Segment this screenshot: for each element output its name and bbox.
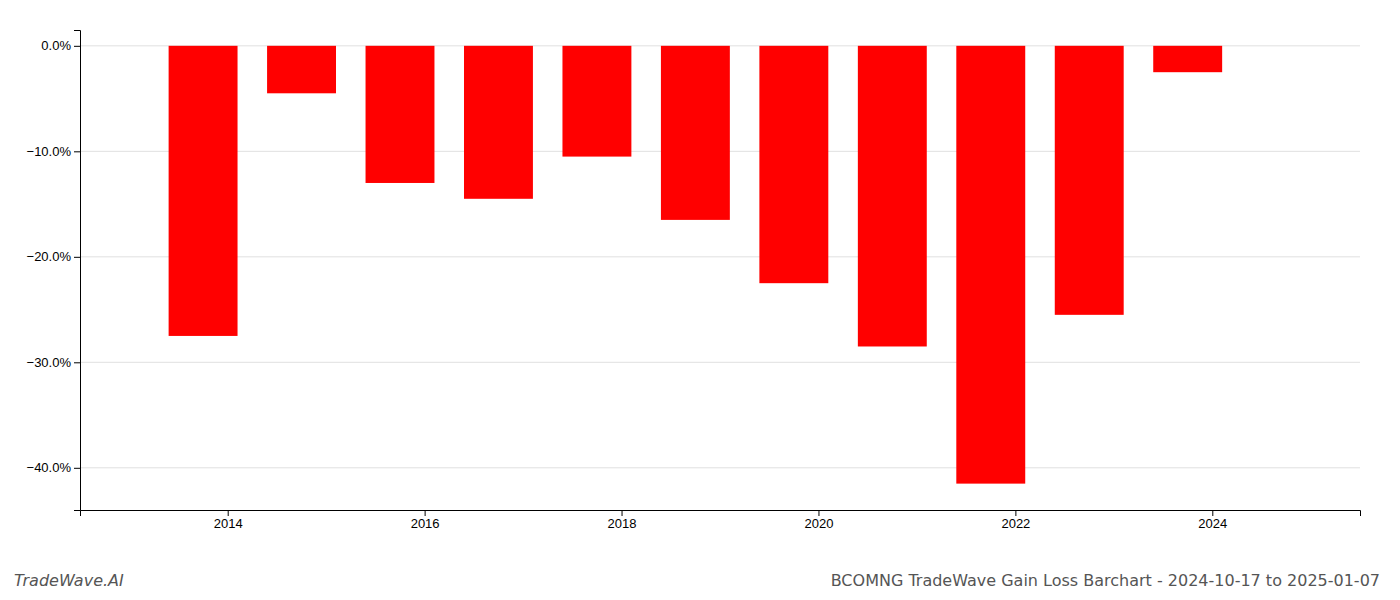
grid-line	[80, 256, 1360, 257]
bar	[464, 46, 533, 199]
x-tick-mark	[425, 510, 426, 516]
bar	[1055, 46, 1124, 315]
y-tick-label: −10.0%	[27, 144, 72, 159]
x-axis: 2014 2016 2018 2020 2022 2024	[81, 510, 1361, 531]
x-tick: 2020	[805, 510, 834, 531]
x-tick-label: 2022	[1001, 516, 1030, 531]
bar	[661, 46, 730, 220]
y-tick: −20.0%	[27, 249, 80, 264]
x-tick-mark	[228, 510, 229, 516]
y-tick: −10.0%	[27, 144, 80, 159]
y-tick-mark	[74, 46, 80, 47]
y-tick-mark	[74, 151, 80, 152]
watermark: TradeWave.AI	[14, 571, 124, 590]
bar	[169, 46, 238, 336]
bar	[366, 46, 435, 183]
y-tick-label: 0.0%	[41, 38, 71, 53]
bar	[858, 46, 927, 347]
chart: 2014 2016 2018 2020 2022 2024 0.0% −10.0% −20.0%…	[0, 0, 1400, 600]
x-tick-mark	[622, 510, 623, 516]
y-tick-label: −30.0%	[27, 355, 72, 370]
y-tick-mark	[74, 362, 80, 363]
x-tick-label: 2014	[214, 516, 243, 531]
bar	[759, 46, 828, 283]
y-axis-line	[74, 31, 81, 511]
y-tick-mark	[74, 257, 80, 258]
y-tick: 0.0%	[41, 38, 80, 53]
x-tick-mark	[818, 510, 819, 516]
x-tick: 2024	[1198, 510, 1227, 531]
x-axis-line	[81, 511, 1361, 517]
bar	[1153, 46, 1222, 72]
grid	[80, 46, 1360, 468]
y-tick-mark	[74, 468, 80, 469]
y-tick: −30.0%	[27, 355, 80, 370]
x-tick-mark	[1015, 510, 1016, 516]
x-tick: 2014	[214, 510, 243, 531]
bars	[169, 46, 1223, 484]
x-tick-label: 2024	[1198, 516, 1227, 531]
y-tick-label: −40.0%	[27, 460, 72, 475]
x-tick: 2016	[411, 510, 440, 531]
x-tick: 2022	[1001, 510, 1030, 531]
grid-line	[80, 467, 1360, 468]
x-tick: 2018	[608, 510, 637, 531]
x-tick-mark	[1212, 510, 1213, 516]
bar	[562, 46, 631, 157]
y-axis: 0.0% −10.0% −20.0% −30.0% −40.0%	[27, 31, 81, 511]
y-tick-label: −20.0%	[27, 249, 72, 264]
x-tick-label: 2020	[805, 516, 834, 531]
x-tick-label: 2018	[608, 516, 637, 531]
grid-line	[80, 362, 1360, 363]
plot: 2014 2016 2018 2020 2022 2024 0.0% −10.0% −20.0%…	[27, 31, 1361, 532]
bar	[267, 46, 336, 93]
title: BCOMNG TradeWave Gain Loss Barchart - 20…	[831, 571, 1380, 590]
x-tick-label: 2016	[411, 516, 440, 531]
y-tick: −40.0%	[27, 460, 80, 475]
bar	[956, 46, 1025, 484]
